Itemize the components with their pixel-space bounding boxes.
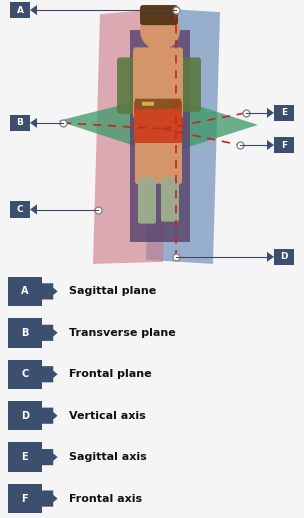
Text: B: B xyxy=(21,328,28,338)
FancyBboxPatch shape xyxy=(117,57,141,114)
Polygon shape xyxy=(58,95,258,155)
Polygon shape xyxy=(30,205,37,214)
FancyBboxPatch shape xyxy=(134,100,182,143)
FancyBboxPatch shape xyxy=(274,137,294,153)
FancyBboxPatch shape xyxy=(10,202,30,218)
Polygon shape xyxy=(42,408,58,424)
FancyBboxPatch shape xyxy=(8,442,42,472)
FancyBboxPatch shape xyxy=(135,136,159,184)
FancyBboxPatch shape xyxy=(140,5,178,25)
Text: A: A xyxy=(16,6,23,15)
FancyBboxPatch shape xyxy=(10,2,30,18)
Text: Vertical axis: Vertical axis xyxy=(69,411,146,421)
Polygon shape xyxy=(146,8,220,264)
Polygon shape xyxy=(30,5,37,15)
Polygon shape xyxy=(42,449,58,465)
Text: A: A xyxy=(21,286,28,296)
Text: C: C xyxy=(17,205,23,214)
Text: Sagittal plane: Sagittal plane xyxy=(69,286,157,296)
Polygon shape xyxy=(42,283,58,299)
FancyBboxPatch shape xyxy=(138,177,156,224)
FancyBboxPatch shape xyxy=(177,57,201,112)
FancyBboxPatch shape xyxy=(274,105,294,121)
Circle shape xyxy=(140,10,180,50)
Text: Frontal axis: Frontal axis xyxy=(69,494,143,503)
FancyBboxPatch shape xyxy=(158,136,182,184)
Text: B: B xyxy=(16,119,23,127)
Text: F: F xyxy=(281,140,287,150)
Text: Sagittal axis: Sagittal axis xyxy=(69,452,147,462)
Polygon shape xyxy=(267,108,274,118)
Polygon shape xyxy=(42,366,58,382)
Text: D: D xyxy=(280,252,288,262)
FancyBboxPatch shape xyxy=(161,177,179,222)
FancyBboxPatch shape xyxy=(149,37,167,60)
Polygon shape xyxy=(267,252,274,262)
Text: Transverse plane: Transverse plane xyxy=(69,328,176,338)
Polygon shape xyxy=(130,30,190,242)
Polygon shape xyxy=(42,491,58,507)
Polygon shape xyxy=(42,325,58,341)
Text: E: E xyxy=(281,108,287,117)
FancyBboxPatch shape xyxy=(133,47,183,119)
FancyBboxPatch shape xyxy=(8,401,42,430)
FancyBboxPatch shape xyxy=(8,484,42,513)
Text: C: C xyxy=(21,369,28,379)
Polygon shape xyxy=(30,118,37,128)
FancyBboxPatch shape xyxy=(274,249,294,265)
Text: D: D xyxy=(21,411,29,421)
Text: Frontal plane: Frontal plane xyxy=(69,369,152,379)
Text: E: E xyxy=(21,452,28,462)
FancyBboxPatch shape xyxy=(8,359,42,389)
FancyBboxPatch shape xyxy=(142,102,154,106)
FancyBboxPatch shape xyxy=(135,99,181,109)
Text: F: F xyxy=(21,494,28,503)
Polygon shape xyxy=(267,140,274,150)
FancyBboxPatch shape xyxy=(10,115,30,131)
FancyBboxPatch shape xyxy=(8,277,42,306)
Polygon shape xyxy=(93,8,170,264)
FancyBboxPatch shape xyxy=(8,318,42,348)
